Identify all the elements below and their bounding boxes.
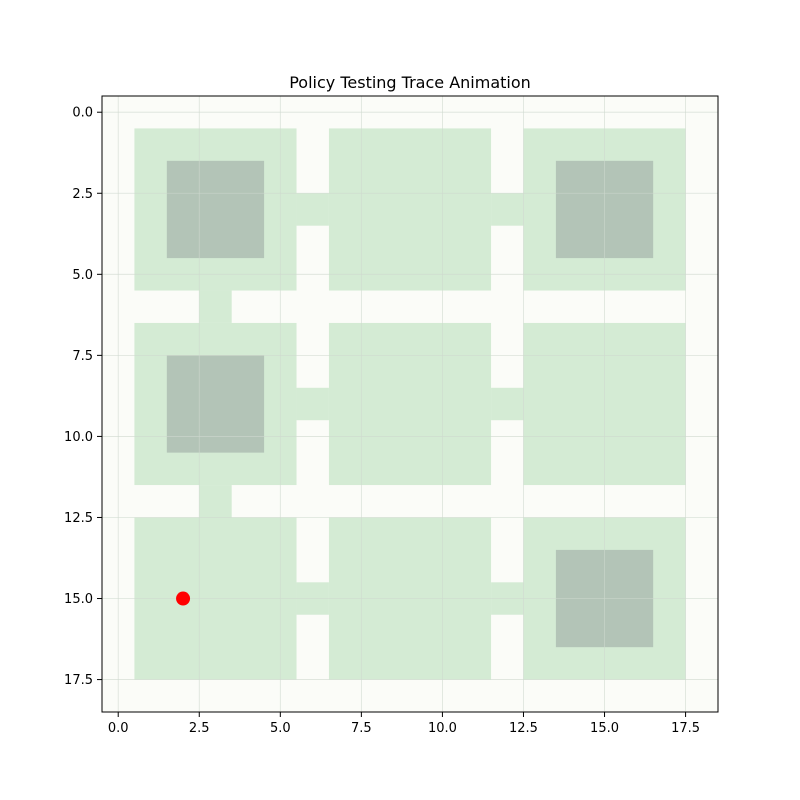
door-cell-1 <box>491 193 524 226</box>
y-tick-label-5: 12.5 <box>64 511 93 526</box>
x-tick-label-2: 5.0 <box>270 721 291 736</box>
y-tick-label-7: 17.5 <box>64 673 93 688</box>
obstacle-cell-2 <box>166 355 265 453</box>
agent-marker <box>176 591 191 606</box>
y-tick-label-4: 10.0 <box>64 430 93 445</box>
obstacle-cell-0 <box>166 160 265 259</box>
x-tick-label-4: 10.0 <box>428 721 457 736</box>
y-tick-label-6: 15.0 <box>64 592 93 607</box>
y-tick-label-0: 0.0 <box>72 106 93 121</box>
x-tick-label-0: 0.0 <box>108 721 129 736</box>
x-tick-label-7: 17.5 <box>671 721 700 736</box>
door-cell-3 <box>491 387 524 421</box>
y-tick-label-3: 7.5 <box>72 349 93 364</box>
room-cell-4 <box>328 322 492 486</box>
door-cell-2 <box>296 387 329 421</box>
x-tick-label-3: 7.5 <box>351 721 372 736</box>
door-cell-0 <box>296 193 329 226</box>
y-tick-label-1: 2.5 <box>72 187 93 202</box>
x-tick-label-1: 2.5 <box>189 721 210 736</box>
door-cell-6 <box>199 290 232 323</box>
x-tick-label-6: 15.0 <box>590 721 619 736</box>
room-cell-1 <box>328 128 492 291</box>
plot-area <box>101 95 719 713</box>
chart-title: Policy Testing Trace Animation <box>289 73 531 92</box>
x-tick-label-5: 12.5 <box>509 721 538 736</box>
axes-frame <box>101 95 719 713</box>
door-cell-7 <box>199 485 232 518</box>
axis-ticks: 0.0 2.5 5.0 7.5 10.0 12.5 15.0 17.5 0.0 2.5 5.0 7.5… <box>64 106 700 736</box>
y-tick-label-2: 5.0 <box>72 268 93 283</box>
